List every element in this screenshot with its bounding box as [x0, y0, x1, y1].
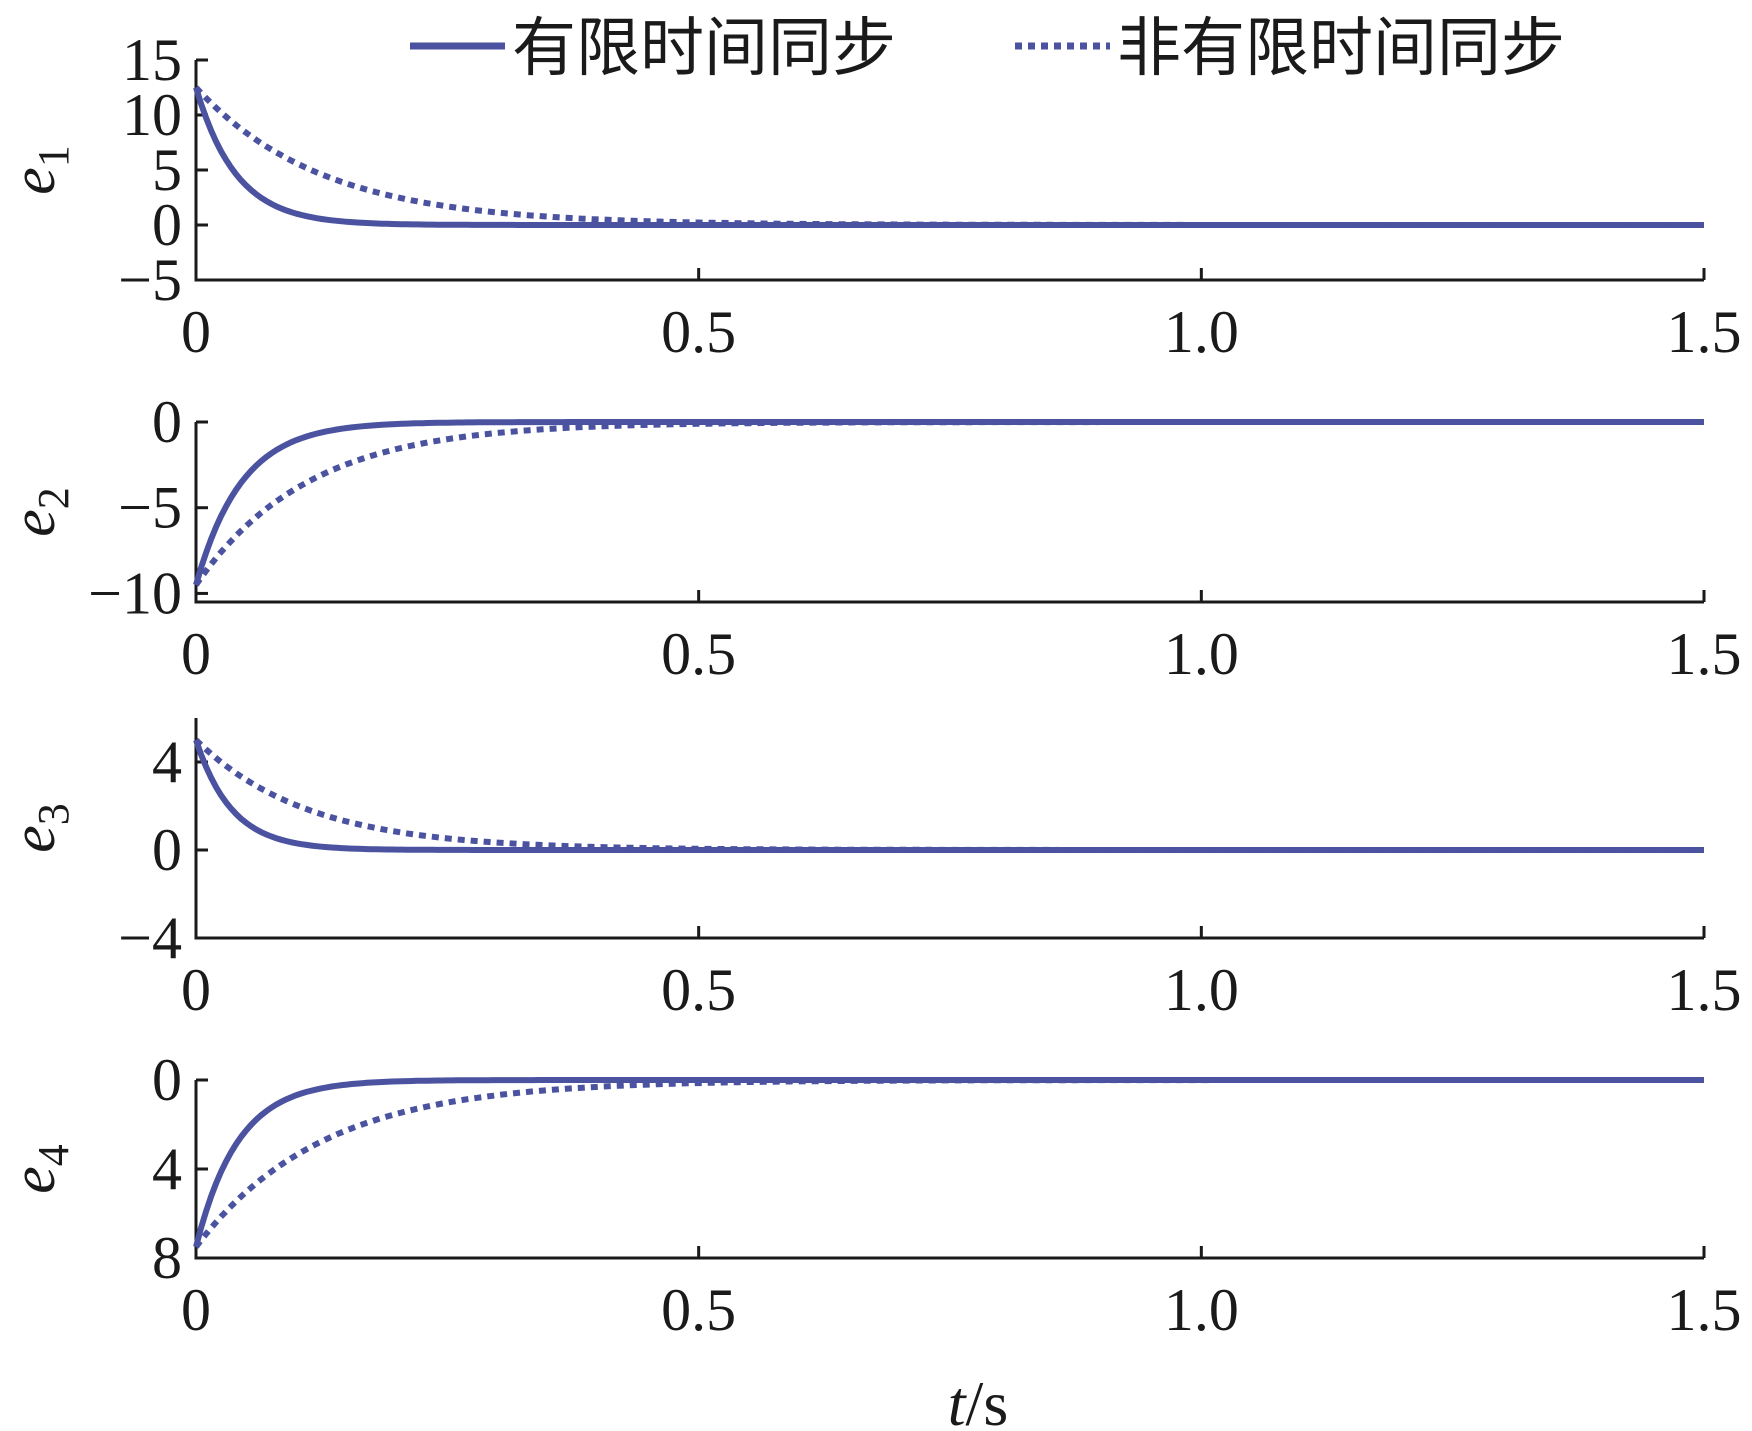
x-tick-label: 0.5	[661, 1277, 736, 1343]
x-tick-label: 0	[181, 957, 211, 1023]
legend-label-dotted: 非有限时间同步	[1117, 12, 1565, 86]
y-axis-label-var: e	[0, 509, 68, 537]
x-tick-label: 1.0	[1164, 621, 1239, 687]
y-axis-label-4: e4	[0, 1144, 78, 1194]
y-axis-label-subscript: 3	[29, 803, 78, 825]
y-tick-label: 15	[122, 27, 182, 93]
x-tick-label: 1.5	[1667, 621, 1742, 687]
x-tick-label: 0.5	[661, 299, 736, 365]
subplot-3-solid-series	[193, 739, 1704, 853]
x-tick-label: 1.0	[1164, 299, 1239, 365]
x-tick-label: 1.0	[1164, 1277, 1239, 1343]
x-tick-label: 1.5	[1667, 957, 1742, 1023]
y-tick-label: −5	[118, 247, 182, 313]
subplot-2-axes	[194, 422, 1704, 604]
x-axis-label: t/s	[948, 1368, 1008, 1431]
y-tick-label: 5	[152, 137, 182, 203]
x-tick-label: 1.5	[1667, 299, 1742, 365]
y-tick-label: −4	[118, 905, 182, 971]
y-tick-label: 8	[152, 1225, 182, 1291]
y-axis-label-1: e1	[0, 145, 78, 195]
subplot-1-dotted-series	[193, 85, 1704, 228]
subplot-1-solid-series	[193, 86, 1704, 228]
subplot-3: 0 0.5 1.0 1.540−4e3	[0, 718, 1742, 1023]
x-tick-label: 0.5	[661, 957, 736, 1023]
subplot-4-solid-series	[193, 1077, 1704, 1248]
x-axis-label-var: t	[948, 1368, 968, 1431]
x-tick-label: 0	[181, 1277, 211, 1343]
x-axis-label-unit: /s	[966, 1368, 1009, 1431]
x-tick-label: 1.5	[1667, 1277, 1742, 1343]
x-tick-label: 0.5	[661, 621, 736, 687]
subplot-4-axes	[194, 1080, 1704, 1260]
y-axis-label-subscript: 2	[29, 487, 78, 509]
x-tick-label: 0	[181, 299, 211, 365]
y-tick-label: −10	[88, 560, 182, 626]
subplot-2-dotted-series	[193, 419, 1704, 587]
y-tick-label: 4	[152, 729, 182, 795]
y-tick-label: 0	[152, 1047, 182, 1113]
y-tick-label: 0	[152, 389, 182, 455]
y-axis-label-var: e	[0, 167, 68, 195]
y-axis-label-var: e	[0, 1166, 68, 1194]
y-axis-label-3: e3	[0, 803, 78, 853]
y-axis-label-subscript: 4	[29, 1144, 78, 1166]
y-axis-label-var: e	[0, 825, 68, 853]
y-tick-label: 10	[122, 82, 182, 148]
x-tick-label: 0	[181, 621, 211, 687]
legend-label-solid: 有限时间同步	[512, 12, 896, 86]
y-axis-label-2: e2	[0, 487, 78, 537]
y-tick-label: 4	[152, 1136, 182, 1202]
y-tick-label: 0	[152, 817, 182, 883]
subplot-4-dotted-series	[193, 1077, 1704, 1249]
y-tick-label: −5	[118, 475, 182, 541]
legend: 有限时间同步 非有限时间同步	[410, 12, 1565, 86]
subplot-3-dotted-series	[193, 737, 1704, 853]
y-axis-label-subscript: 1	[29, 145, 78, 167]
x-tick-label: 1.0	[1164, 957, 1239, 1023]
subplot-1-axes	[194, 60, 1704, 282]
subplot-3-axes	[194, 718, 1704, 940]
y-tick-label: 0	[152, 192, 182, 258]
